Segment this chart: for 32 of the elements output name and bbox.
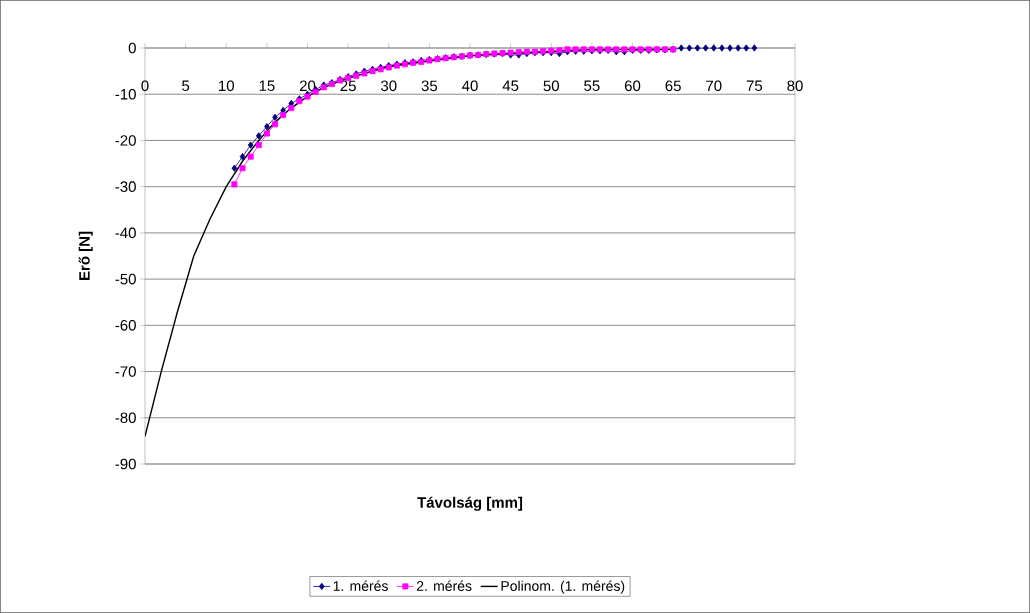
y-tick-label: -20 [115,135,136,146]
x-tick-label: 20 [299,80,316,92]
y-tick-label: -30 [115,181,136,192]
legend-label: 2. mérés [416,580,472,591]
x-tick-label: 0 [141,80,149,92]
legend-label: 1. mérés [333,580,388,591]
y-tick-label: 0 [128,42,136,54]
x-tick-label: 35 [421,80,438,92]
x-tick-label: 30 [380,80,397,92]
x-axis-title: Távolság [mm] [417,496,523,511]
x-tick-label: 40 [462,80,478,92]
x-tick-label: 55 [584,80,600,91]
y-tick-label: -80 [115,412,136,424]
x-tick-label: 75 [746,80,763,91]
x-tick-label: 15 [259,80,275,91]
x-tick-label: 65 [665,80,681,92]
x-tick-label: 10 [219,80,234,92]
x-tick-label: 45 [502,80,519,91]
y-tick-label: -50 [115,273,136,285]
y-tick-label: -70 [115,366,136,377]
x-tick-label: 80 [787,80,803,92]
x-tick-label: 5 [182,80,190,91]
y-tick-label: -60 [115,320,136,331]
x-tick-label: 25 [340,80,356,92]
x-tick-label: 60 [624,80,641,92]
y-tick-label: -90 [115,458,136,470]
y-tick-label: -10 [115,88,136,100]
y-axis-title: Erő [N] [78,231,93,280]
x-tick-label: 70 [706,80,722,92]
x-tick-label: 50 [543,80,559,92]
legend-label: Polinom. (1. mérés) [501,580,625,594]
y-tick-label: -40 [115,227,136,239]
